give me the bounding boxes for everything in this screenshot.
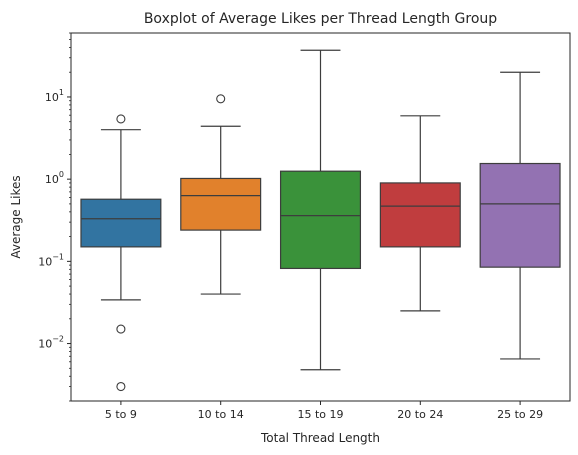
box-group bbox=[379, 115, 461, 312]
x-tick-label: 25 to 29 bbox=[497, 408, 543, 421]
box-iqr bbox=[279, 170, 362, 270]
y-tick-base: 10 bbox=[45, 173, 59, 186]
outlier-point bbox=[116, 381, 126, 392]
y-axis-label: Average Likes bbox=[9, 175, 23, 258]
y-tick-exponent: 0 bbox=[59, 170, 64, 179]
box-iqr bbox=[180, 177, 262, 231]
y-tick-exponent: −2 bbox=[52, 335, 64, 344]
box-iqr bbox=[379, 182, 461, 248]
y-tick-base: 10 bbox=[38, 338, 52, 351]
plot-area: 5 to 9 10 to 14 15 to 19 20 to 24 25 to 2910… bbox=[38, 32, 571, 421]
box-group bbox=[180, 94, 262, 295]
y-tick-base: 10 bbox=[38, 255, 52, 268]
outlier-point bbox=[116, 114, 126, 124]
y-tick-label: 10−1 bbox=[38, 252, 64, 268]
y-tick-label: 10−2 bbox=[38, 335, 64, 351]
y-tick-base: 10 bbox=[45, 91, 59, 104]
box-group bbox=[279, 49, 362, 371]
x-tick-label: 10 to 14 bbox=[198, 408, 244, 421]
box-group bbox=[479, 71, 561, 360]
x-tick-label: 5 to 9 bbox=[105, 408, 137, 421]
box-iqr bbox=[80, 198, 162, 248]
outlier-point bbox=[216, 94, 226, 104]
y-tick-exponent: −1 bbox=[52, 252, 64, 261]
box-iqr bbox=[479, 162, 561, 268]
x-axis-label: Total Thread Length bbox=[260, 431, 380, 445]
y-tick-label: 101 bbox=[45, 88, 64, 104]
chart-title: Boxplot of Average Likes per Thread Leng… bbox=[144, 11, 497, 27]
x-tick-label: 15 to 19 bbox=[297, 408, 343, 421]
box-group bbox=[80, 114, 162, 392]
outlier-point bbox=[116, 324, 126, 334]
plot-frame bbox=[70, 32, 571, 402]
x-tick-label: 20 to 24 bbox=[397, 408, 443, 421]
y-tick-label: 100 bbox=[45, 170, 64, 186]
y-tick-exponent: 1 bbox=[59, 88, 64, 97]
